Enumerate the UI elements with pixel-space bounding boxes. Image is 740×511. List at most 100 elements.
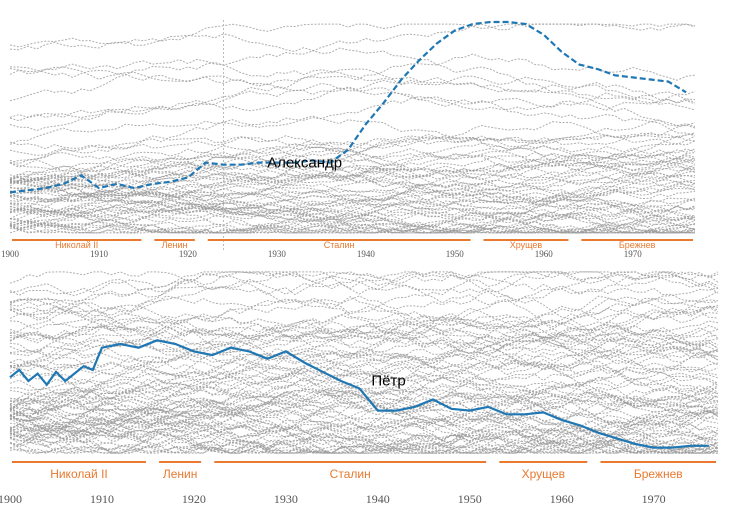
background-series-line <box>9 415 719 454</box>
x-tick-label: 1920 <box>182 492 206 506</box>
background-series-line <box>9 323 719 375</box>
x-tick-label: 1930 <box>268 249 287 259</box>
background-series-line <box>9 387 719 433</box>
background-series-line <box>9 328 719 357</box>
x-tick-label: 1960 <box>535 249 554 259</box>
background-series-line <box>9 330 719 409</box>
background-series-line <box>9 117 696 187</box>
era-label: Хрущев <box>522 467 565 481</box>
background-series-line <box>9 176 696 211</box>
background-series-line <box>9 190 696 218</box>
background-series-line <box>9 345 719 405</box>
x-tick-label: 1900 <box>0 492 22 506</box>
background-series-line <box>9 203 696 234</box>
background-series-line <box>9 195 696 234</box>
background-series-line <box>9 188 696 234</box>
background-series-line <box>9 392 719 441</box>
x-tick-label: 1960 <box>550 492 574 506</box>
background-series-line <box>9 320 719 448</box>
background-series-line <box>9 433 719 454</box>
background-series-line <box>9 350 719 391</box>
x-tick-label: 1940 <box>366 492 390 506</box>
panel-bottom: Пётр Николай II Ленин Сталин Хрущев Брежнев 19… <box>0 271 719 506</box>
background-series-line <box>9 208 696 234</box>
background-series-line <box>9 381 719 423</box>
background-series-line <box>9 298 719 376</box>
background-lines <box>9 23 696 234</box>
background-series-line <box>9 96 696 145</box>
background-series-line <box>9 220 696 234</box>
background-series-line <box>9 384 719 454</box>
background-series-line <box>9 174 696 228</box>
background-series-line <box>9 325 719 362</box>
background-series-line <box>9 372 719 424</box>
background-series-line <box>9 333 719 367</box>
background-series-line <box>9 192 696 227</box>
background-series-line <box>9 387 719 448</box>
background-series-line <box>9 165 696 183</box>
x-tick-label: 1940 <box>357 249 376 259</box>
background-series-line <box>9 376 719 411</box>
background-series-line <box>9 304 719 332</box>
background-series-line <box>9 121 696 184</box>
background-series-line <box>9 418 719 454</box>
background-series-line <box>9 342 719 406</box>
background-series-line <box>9 399 719 454</box>
background-series-line <box>9 82 696 137</box>
x-tick-label: 1950 <box>458 492 482 506</box>
background-series-line <box>9 148 696 192</box>
era-label: Николай II <box>55 240 98 250</box>
background-series-line <box>9 379 719 454</box>
background-series-line <box>9 199 696 234</box>
background-series-line <box>9 362 719 420</box>
background-series-line <box>9 172 696 210</box>
background-series-line <box>9 403 719 454</box>
x-tick-label: 1910 <box>90 249 109 259</box>
background-series-line <box>9 271 719 337</box>
era-label: Сталин <box>330 467 371 481</box>
highlight-name-label: Пётр <box>371 372 405 389</box>
background-series-line <box>9 271 719 320</box>
background-series-line <box>9 271 719 303</box>
background-series-line <box>9 271 719 313</box>
background-series-line <box>9 135 696 223</box>
era-label: Брежнев <box>634 467 683 481</box>
background-series-line <box>9 420 719 454</box>
x-tick-label: 1910 <box>90 492 114 506</box>
background-series-line <box>9 154 696 194</box>
background-series-line <box>9 436 719 454</box>
background-series-line <box>9 399 719 454</box>
background-series-line <box>9 119 696 156</box>
background-series-line <box>9 155 696 191</box>
background-series-line <box>9 161 696 231</box>
background-series-line <box>9 271 719 297</box>
background-series-line <box>9 388 719 454</box>
background-series-line <box>9 364 719 405</box>
background-series-line <box>9 148 696 210</box>
background-series-line <box>9 183 695 234</box>
background-series-line <box>9 323 719 411</box>
background-series-line <box>9 295 719 337</box>
background-series-line <box>9 170 696 222</box>
background-series-line <box>9 407 719 452</box>
background-series-line <box>9 66 696 111</box>
background-series-line <box>9 216 696 234</box>
era-label: Ленин <box>163 467 198 481</box>
highlight-series-line <box>9 20 687 194</box>
background-series-line <box>9 401 719 444</box>
background-series-line <box>9 358 719 411</box>
background-series-line <box>9 23 696 51</box>
x-tick-label: 1930 <box>274 492 298 506</box>
background-series-line <box>9 183 696 234</box>
highlight-series-line <box>9 339 709 449</box>
background-series-line <box>9 151 696 212</box>
background-series-line <box>9 362 719 454</box>
background-series-line <box>9 58 696 104</box>
background-series-line <box>9 276 719 320</box>
background-series-line <box>9 380 719 438</box>
background-series-line <box>9 206 696 234</box>
background-lines <box>9 271 719 454</box>
background-series-line <box>9 206 696 223</box>
background-series-line <box>9 417 719 453</box>
